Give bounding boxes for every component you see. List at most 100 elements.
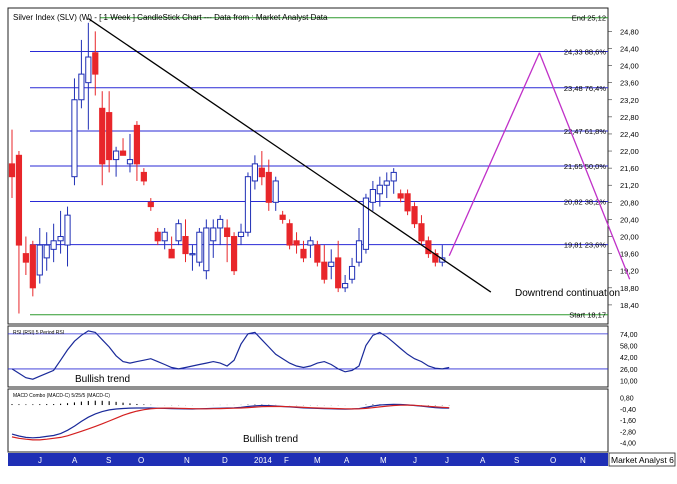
- candle-body: [78, 73, 85, 101]
- candle-body: [196, 231, 203, 263]
- candle-body: [335, 257, 342, 289]
- price-y-tick-label: 23,60: [620, 79, 639, 88]
- candle-body: [57, 236, 64, 242]
- projection-down-line: [538, 52, 631, 280]
- candle-body: [342, 283, 349, 289]
- candle-body: [203, 227, 210, 272]
- downtrend-line: [87, 18, 492, 293]
- price-y-tick-label: 24,40: [620, 44, 639, 53]
- rsi-y-tick-label: 10,00: [620, 379, 638, 386]
- macd-y-tick-label: -4,00: [620, 441, 636, 448]
- candle-body: [425, 240, 432, 255]
- x-axis-label: S: [514, 456, 519, 465]
- candle-body: [36, 244, 43, 276]
- candle-body: [390, 171, 397, 182]
- candle-body: [113, 150, 120, 161]
- candle-body: [106, 112, 113, 161]
- price-y-tick-label: 22,80: [620, 113, 639, 122]
- x-axis-label: D: [222, 456, 228, 465]
- candle-body: [15, 154, 23, 246]
- x-axis-label: M: [314, 456, 321, 465]
- price-y-tick-label: 21,20: [620, 181, 639, 190]
- candle-body: [64, 214, 71, 246]
- level-label: 22,47 61,8%: [564, 127, 606, 136]
- candle-body: [140, 171, 147, 182]
- x-axis-label: F: [284, 456, 289, 465]
- downtrend-annotation: Downtrend continuation: [515, 288, 620, 299]
- candle-body: [8, 163, 16, 178]
- price-y-tick-label: 22,40: [620, 130, 639, 139]
- price-y-tick-label: 24,80: [620, 27, 639, 36]
- brand-label: Market Analyst 6: [611, 455, 674, 465]
- x-axis-label: O: [550, 456, 556, 465]
- price-y-tick-label: 19,20: [620, 267, 639, 276]
- rsi-y-tick-label: 26,00: [620, 367, 638, 374]
- x-axis-label: A: [72, 456, 78, 465]
- candle-body: [119, 150, 127, 156]
- candle-body: [397, 193, 404, 199]
- candle-body: [376, 184, 383, 195]
- price-y-tick-label: 18,40: [620, 301, 639, 310]
- candle-body: [168, 248, 175, 259]
- price-y-tick-label: 23,20: [620, 96, 639, 105]
- price-y-tick-label: 19,60: [620, 250, 639, 259]
- x-axis-label: O: [138, 456, 144, 465]
- candle-body: [328, 261, 335, 267]
- candle-body: [126, 159, 134, 165]
- candle-body: [321, 261, 328, 280]
- candle-body: [29, 244, 36, 289]
- candle-body: [217, 218, 224, 229]
- candle-body: [251, 163, 259, 182]
- projection-up-line: [448, 52, 541, 257]
- x-axis-label: A: [480, 456, 486, 465]
- candle-body: [92, 52, 99, 75]
- rsi-y-tick-label: 42,00: [620, 355, 638, 362]
- candle-body: [411, 206, 418, 225]
- x-axis-label: N: [184, 456, 190, 465]
- rsi-chart-title: RSI (RSI) 5 Period RSI: [13, 330, 64, 336]
- candle-body: [224, 227, 231, 238]
- candle-body: [286, 223, 293, 246]
- candle-body: [279, 214, 286, 220]
- candle-body: [154, 231, 161, 242]
- price-y-tick-label: 21,60: [620, 164, 639, 173]
- candle-body: [85, 56, 92, 84]
- rsi-panel: [7, 325, 609, 388]
- macd-y-tick-label: -2,80: [620, 429, 636, 436]
- level-label: End 25,12: [572, 14, 606, 23]
- candle-body: [133, 124, 141, 165]
- level-label: 20,82 38,2%: [564, 197, 606, 206]
- macd-y-tick-label: -1,60: [620, 418, 636, 425]
- candle-body: [418, 223, 425, 242]
- price-y-tick-label: 20,00: [620, 233, 639, 242]
- candle-body: [355, 240, 363, 263]
- level-label: 24,33 88,6%: [564, 47, 606, 56]
- rsi-bullish-annotation: Bullish trend: [75, 374, 130, 385]
- macd-y-tick-label: -0,40: [620, 407, 636, 414]
- candle-body: [43, 244, 50, 259]
- price-y-tick-label: 24,00: [620, 62, 639, 71]
- x-axis-label: 2014: [254, 456, 272, 465]
- candle-body: [383, 180, 390, 186]
- candle-body: [307, 240, 314, 246]
- x-axis-label: A: [344, 456, 350, 465]
- macd-y-tick-label: 0,80: [620, 396, 634, 403]
- candle-body: [362, 197, 370, 250]
- candle-body: [230, 236, 238, 272]
- candle-body: [210, 227, 217, 242]
- level-label: Start 18,17: [569, 311, 606, 320]
- candle-body: [22, 253, 29, 263]
- price-chart-title: Silver Index (SLV) (W) - [ 1 Week ] Cand…: [13, 13, 328, 22]
- candle-body: [348, 265, 356, 280]
- candle-body: [237, 231, 245, 238]
- price-y-tick-label: 18,80: [620, 284, 639, 293]
- level-label: 23,48 76,4%: [564, 84, 606, 93]
- candle-body: [244, 176, 252, 233]
- x-axis-label: J: [413, 456, 417, 465]
- candle-body: [265, 171, 272, 203]
- candle-body: [99, 107, 106, 165]
- rsi-y-tick-label: 58,00: [620, 344, 638, 351]
- candle-body: [161, 231, 168, 242]
- level-label: 19,81 23,6%: [564, 241, 606, 250]
